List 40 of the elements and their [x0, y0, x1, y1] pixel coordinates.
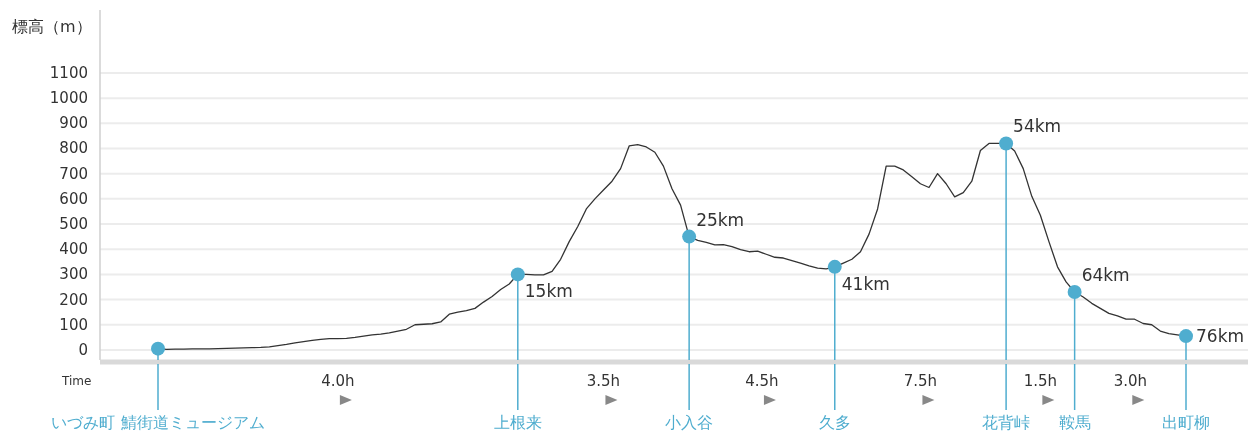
point — [999, 136, 1014, 151]
point — [1179, 329, 1193, 344]
text: 4.5h — [745, 372, 779, 390]
y-tick-label: 300 — [59, 265, 88, 284]
annotation: 41km — [841, 273, 890, 294]
x-tick-label: 小入谷 — [665, 413, 714, 432]
y-tick-label: 800 — [59, 139, 88, 158]
x-tick-label: 出町柳 — [1162, 413, 1210, 432]
x-tick-label: 鞍馬 — [1058, 413, 1091, 432]
point — [682, 229, 697, 244]
y-axis-title: 標高（m） — [12, 17, 92, 36]
point — [1067, 285, 1082, 300]
annotation: 25km — [696, 209, 745, 230]
text: 4.0h — [321, 372, 355, 390]
y-tick-label: 1000 — [49, 89, 88, 108]
annotation: 64km — [1081, 265, 1130, 286]
text: 3.0h — [1113, 372, 1147, 390]
annotation: 15km — [524, 281, 573, 302]
annotation: 76km — [1196, 326, 1245, 347]
text: Time — [61, 374, 92, 388]
y-tick-label: 600 — [59, 189, 88, 208]
point — [151, 341, 165, 356]
x-tick-label: 上根来 — [493, 413, 542, 432]
point — [510, 267, 525, 282]
y-tick-label: 500 — [59, 215, 88, 234]
y-tick-label: 200 — [59, 290, 88, 309]
text: 7.5h — [903, 372, 938, 390]
point — [827, 259, 842, 274]
x-tick-label: 久多 — [818, 413, 851, 432]
y-tick-label: 400 — [59, 240, 88, 259]
y-tick-label: 900 — [59, 114, 88, 133]
x-tick-label: いづみ町 鯖街道ミュージアム — [51, 413, 265, 432]
annotation: 54km — [1013, 116, 1062, 137]
x-tick-label: 花背峠 — [982, 413, 1031, 432]
y-tick-label: 0 — [78, 340, 88, 359]
text: 3.5h — [586, 372, 621, 390]
y-tick-label: 700 — [59, 164, 88, 183]
y-tick-label: 100 — [59, 315, 88, 334]
text: 1.5h — [1023, 372, 1058, 390]
y-tick-label: 1100 — [49, 63, 88, 82]
